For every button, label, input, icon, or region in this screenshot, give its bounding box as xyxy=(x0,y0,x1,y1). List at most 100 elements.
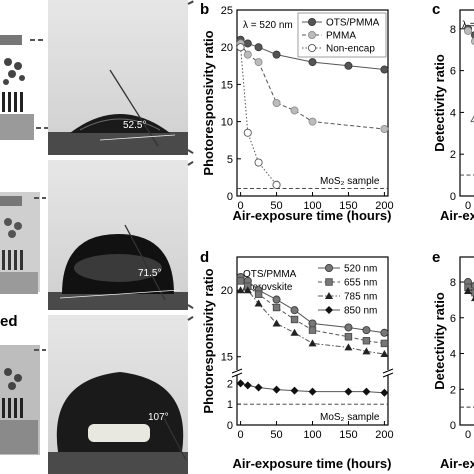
panel-b-ytick-label: 10 xyxy=(221,117,233,129)
panel-d-point-s2 xyxy=(344,333,353,341)
panel-b-point-s2 xyxy=(243,50,252,59)
panel-b-legend-label: OTS/PMMA xyxy=(326,18,380,29)
angle-label-1: 52.5° xyxy=(123,120,146,131)
panel-b-point-s1 xyxy=(308,58,317,67)
panel-d-point-s3 xyxy=(272,319,281,327)
panel-e-triangle-point xyxy=(464,286,472,294)
schematic-3 xyxy=(0,345,46,455)
panel-d-axis-break-right xyxy=(382,368,394,378)
panel-b-ytick-label: 5 xyxy=(227,154,233,166)
panel-c-xtick-label: 0 xyxy=(465,200,471,212)
panel-d-xtick-label: 200 xyxy=(375,429,393,441)
panel-d-point-s4 xyxy=(236,379,245,388)
panel-e-triangle-point xyxy=(471,295,474,302)
panel-d-point-s2 xyxy=(236,277,245,285)
panel-d-ref-label: MoS₂ sample xyxy=(320,412,380,423)
schematic-1 xyxy=(0,30,48,140)
panel-c-xlabel: Air-ex xyxy=(440,208,474,223)
panel-c-ylabel: Detectivity ratio xyxy=(432,54,447,152)
panel-d-xtick-label: 0 xyxy=(238,429,244,441)
panel-d-point-s2 xyxy=(362,337,371,345)
panel-b-point-s1 xyxy=(272,50,281,59)
panel-d-label: d xyxy=(200,249,209,266)
angle-label-3: 107° xyxy=(148,412,169,423)
panel-b-point-s1 xyxy=(344,61,353,70)
panel-d-point-s3 xyxy=(344,343,353,351)
panel-e-label: e xyxy=(432,249,440,266)
panel-b: b λ = 520 nm MoS₂ sample 0 50 100 150 200 0 5 1… xyxy=(200,1,394,223)
panel-d-legend-marker xyxy=(325,306,333,314)
panel-e-xlabel: Air-ex xyxy=(440,456,474,471)
panel-c-ytick-label: 4 xyxy=(450,107,456,119)
panel-b-ref-label: MoS₂ sample xyxy=(320,176,380,187)
panel-d-legend-label: 785 nm xyxy=(344,292,377,303)
panel-d-legend-label: 850 nm xyxy=(344,306,377,317)
panel-b-point-s1 xyxy=(243,39,252,48)
panel-d-ytick-label: 20 xyxy=(221,285,233,297)
panel-c-label: c xyxy=(432,1,440,18)
panel-b-point-s2 xyxy=(272,99,281,108)
panel-b-ytick-label: 15 xyxy=(221,79,233,91)
panel-b-wavelength: λ = 520 nm xyxy=(243,20,293,31)
panel-d-point-s4 xyxy=(380,388,389,397)
panel-d-point-s4 xyxy=(290,386,299,395)
panel-d-point-s1 xyxy=(308,319,317,328)
panel-d-legend-marker xyxy=(325,292,333,299)
panel-d-legend-label: 520 nm xyxy=(344,264,377,275)
panel-b-point-s3 xyxy=(254,158,263,167)
panel-d-point-s4 xyxy=(243,381,252,390)
panel-b-xtick-label: 0 xyxy=(238,200,244,212)
panel-d-axis-break-left-gap xyxy=(233,370,241,375)
panel-e-ytick-label: 4 xyxy=(450,349,456,361)
panel-b-point-s2 xyxy=(308,117,317,126)
panel-d-legend-label: 655 nm xyxy=(344,278,377,289)
panel-c-gray-point xyxy=(463,26,472,35)
photo-column: ed 52.5° 71.5° xyxy=(0,0,197,474)
panel-d-legend-marker xyxy=(324,263,333,272)
panel-b-xtick-label: 200 xyxy=(375,200,393,212)
panel-d-point-s1 xyxy=(380,328,389,337)
panel-d-point-s2 xyxy=(254,290,263,298)
panel-d-point-s1 xyxy=(272,295,281,304)
panel-d-axis-break-right-gap xyxy=(384,370,392,375)
panel-c-ytick-label: 6 xyxy=(450,66,456,78)
panel-e-ytick-label: 0 xyxy=(450,420,456,432)
panel-d-point-s4 xyxy=(308,387,317,396)
panel-d-legend: 520 nm 655 nm 785 nm 850 nm xyxy=(318,264,377,317)
panel-d: d OTS/PMMA /Perovskite MoS₂ sample 0 50 10… xyxy=(200,249,394,471)
panel-b-point-s1 xyxy=(380,65,389,74)
panel-d-ytick-label: 2 xyxy=(227,378,233,390)
panel-d-legend-marker xyxy=(325,278,333,286)
panel-d-point-s2 xyxy=(380,339,389,348)
contact-angle-photo-3: 107° xyxy=(48,315,188,474)
panel-b-legend-label: PMMA xyxy=(326,31,356,42)
panel-d-axis-break-left xyxy=(231,368,243,378)
panel-b-point-s3 xyxy=(236,43,245,52)
panel-e-square-point xyxy=(471,289,474,297)
panel-d-point-s4 xyxy=(254,383,263,392)
panel-c-ytick-label: 0 xyxy=(450,191,456,203)
panel-d-point-s2 xyxy=(308,326,317,334)
panel-d-point-s4 xyxy=(344,387,353,396)
panel-e-ytick-label: 8 xyxy=(450,277,456,289)
panel-b-ytick-label: 20 xyxy=(221,42,233,54)
panel-d-point-s4 xyxy=(362,387,371,396)
panel-b-xtick-label: 150 xyxy=(339,200,357,212)
panel-e-ylabel: Detectivity ratio xyxy=(432,292,447,390)
panel-b-point-s1 xyxy=(254,43,263,52)
panel-d-point-s3 xyxy=(362,347,371,355)
panel-d-point-s2 xyxy=(290,315,299,324)
panel-d-xlabel: Air-exposure time (hours) xyxy=(233,456,392,471)
panel-d-ytick-label: 1 xyxy=(227,399,233,411)
angle-label-2: 71.5° xyxy=(138,268,161,279)
panel-d-stack-label-2: /Perovskite xyxy=(243,282,293,293)
panel-b-point-s3 xyxy=(243,128,252,137)
panel-b-xlabel: Air-exposure time (hours) xyxy=(233,208,392,223)
panel-e-frame xyxy=(459,256,474,426)
panel-e: e 0 2 4 6 8 0 Air-ex Detectivity ratio xyxy=(432,249,474,471)
panel-d-point-s1 xyxy=(344,323,353,332)
panel-b-legend-marker xyxy=(307,30,316,39)
panel-d-stack-label-1: OTS/PMMA xyxy=(243,269,297,280)
panel-c-gray-point xyxy=(471,37,474,46)
panel-d-xtick-label: 100 xyxy=(303,429,321,441)
